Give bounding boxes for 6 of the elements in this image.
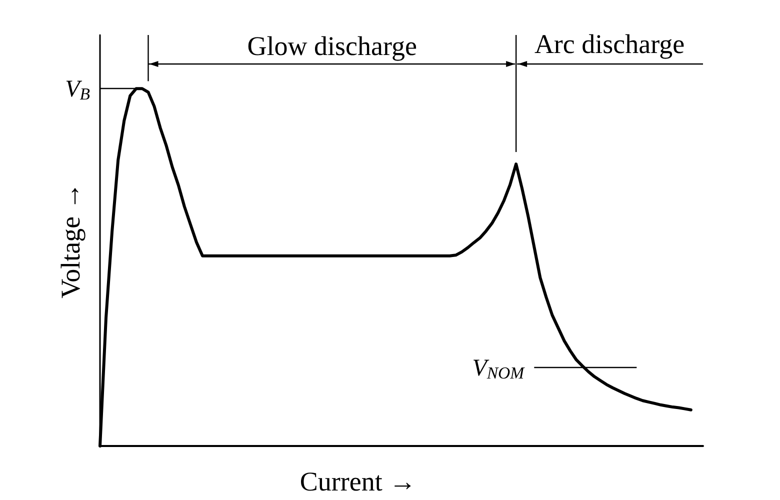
text: Arc discharge [534, 29, 685, 59]
x-axis-title: Current → [300, 466, 416, 496]
ref-line-label: V$_{B}$ [65, 76, 90, 104]
ref-line-label: V$_{NOM}$ [472, 355, 526, 382]
y-axis-title: Voltage → [56, 182, 86, 298]
text: Glow discharge [247, 31, 418, 61]
